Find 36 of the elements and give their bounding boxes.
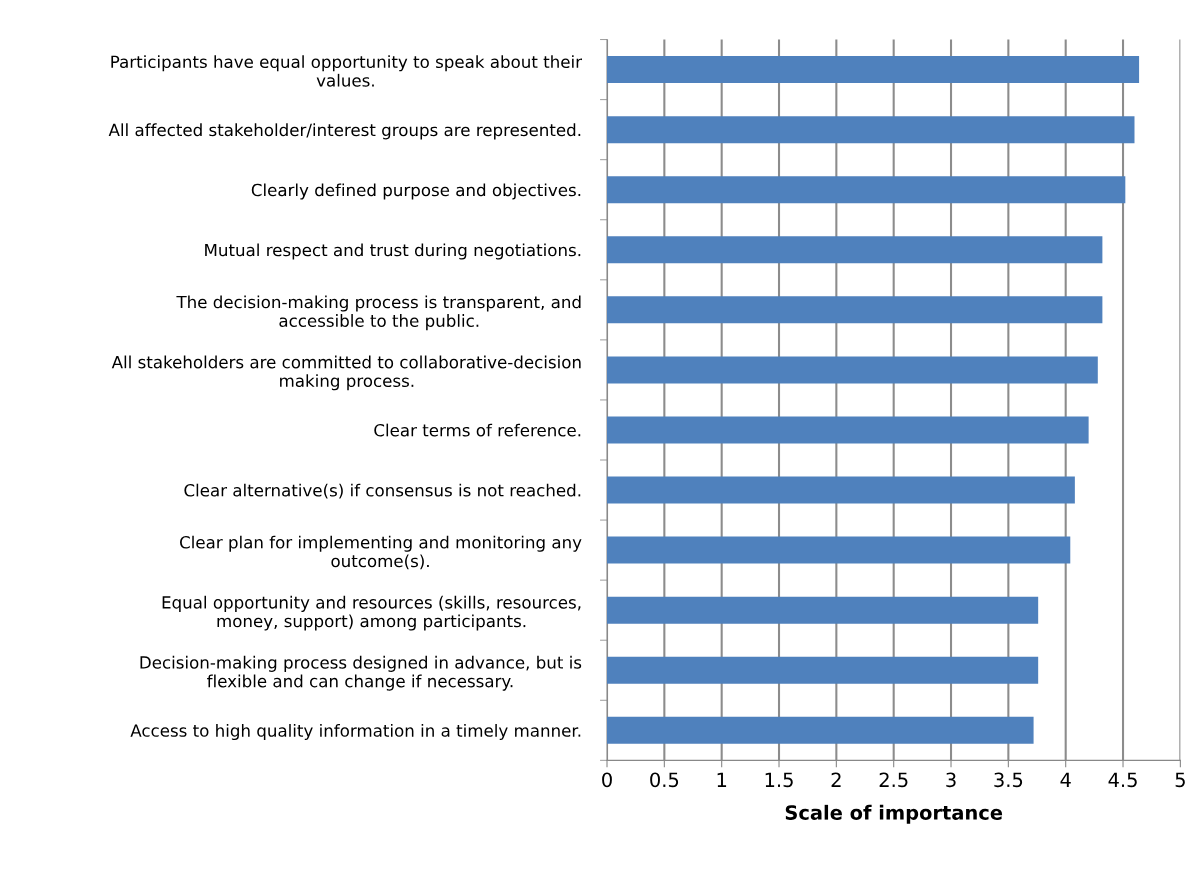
y-tick-label: The decision-making process is transparent, and accessible to the public. bbox=[176, 295, 581, 331]
y-tick-label: Equal opportunity and resources (skills, resources, money, support) among participants. bbox=[162, 595, 581, 631]
y-tick-label: Participants have equal opportunity to speak about their values. bbox=[111, 55, 583, 87]
bar bbox=[607, 176, 1126, 204]
x-tick-label: 3 bbox=[946, 772, 956, 788]
bar bbox=[607, 656, 1039, 684]
y-tick-label: Clearly defined purpose and objectives. bbox=[251, 183, 581, 200]
x-tick-label: 2 bbox=[831, 772, 841, 787]
y-tick-label: All stakeholders are committed to collaborative-decision making process. bbox=[111, 355, 581, 391]
y-tick-label: Access to high quality information in a timely manner. bbox=[130, 723, 581, 741]
y-tick-label: All affected stakeholder/interest groups are represented. bbox=[108, 123, 581, 140]
x-tick-label: 1.5 bbox=[765, 772, 793, 788]
x-tick-label: 3.5 bbox=[994, 772, 1023, 788]
bar bbox=[607, 416, 1089, 444]
bar bbox=[607, 536, 1071, 564]
y-tick-label: Decision-making process designed in advance, but is flexible and can change if necessary. bbox=[140, 655, 582, 691]
x-tick-label: 0 bbox=[602, 772, 612, 788]
bar bbox=[607, 56, 1140, 84]
y-tick-label: Clear terms of reference. bbox=[374, 423, 581, 437]
x-tick-label: 2.5 bbox=[879, 772, 908, 788]
x-tick-label: 4.5 bbox=[1108, 772, 1137, 788]
bar bbox=[607, 716, 1034, 744]
y-tick-label: Clear plan for implementing and monitoring any outcome(s). bbox=[180, 535, 582, 570]
x-tick-label: 4 bbox=[1060, 772, 1071, 787]
x-tick-label: 1 bbox=[717, 772, 727, 787]
bar bbox=[607, 476, 1075, 504]
x-tick-label: 5 bbox=[1175, 772, 1185, 788]
bar bbox=[607, 236, 1103, 264]
bar bbox=[607, 596, 1039, 624]
y-tick-label: Clear alternative(s) if consensus is not reached. bbox=[184, 483, 581, 499]
bar bbox=[607, 296, 1103, 324]
x-tick-label: 0.5 bbox=[650, 772, 679, 788]
bar bbox=[607, 116, 1135, 144]
y-tick-label: Mutual respect and trust during negotiations. bbox=[205, 243, 581, 260]
bar bbox=[607, 356, 1098, 384]
x-axis-title: Scale of importance bbox=[785, 804, 1003, 824]
